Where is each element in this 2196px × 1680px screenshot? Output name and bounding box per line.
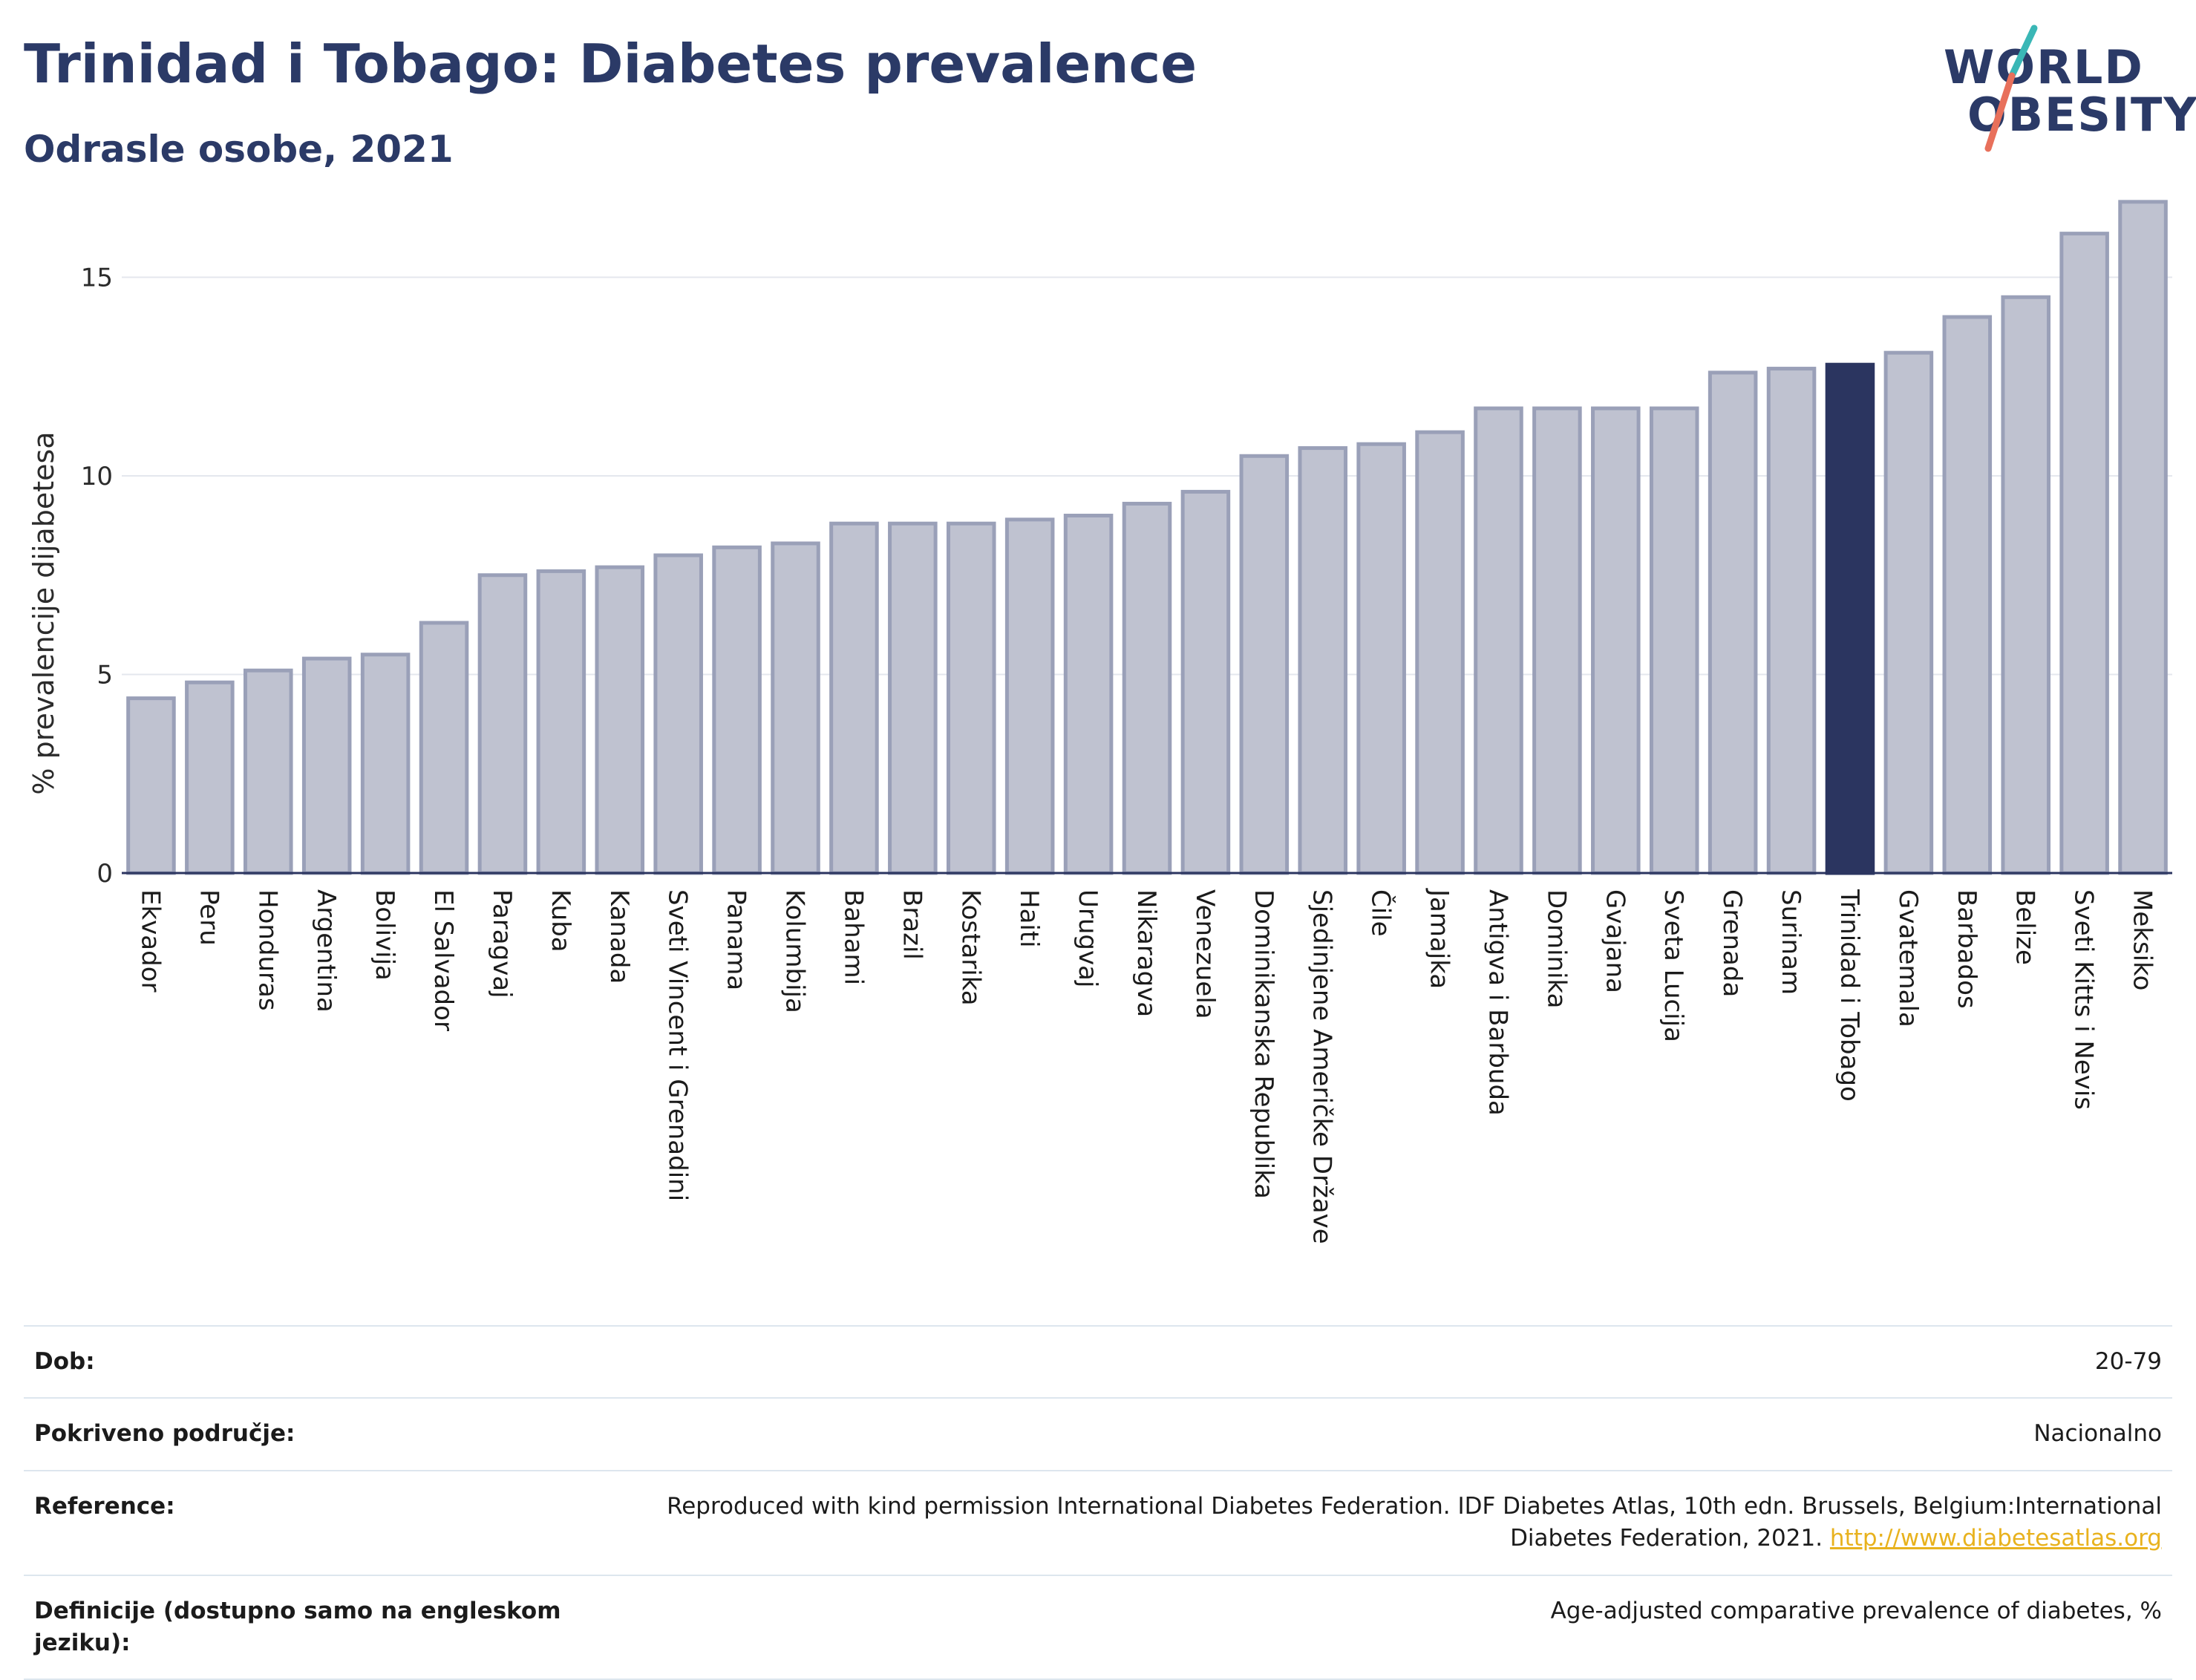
bar bbox=[419, 621, 469, 875]
bar bbox=[126, 696, 176, 875]
info-value-coverage: Nacionalno bbox=[579, 1397, 2172, 1471]
x-tick-label: Surinam bbox=[1776, 889, 1806, 995]
x-tick-label: Ekvador bbox=[135, 889, 165, 993]
x-tick-label: Kuba bbox=[546, 889, 575, 952]
x-tick-label: Argentina bbox=[311, 889, 341, 1013]
x-tick-label: Kostarika bbox=[955, 889, 985, 1006]
x-tick-label: Gvajana bbox=[1600, 889, 1630, 993]
x-tick-label: Haiti bbox=[1014, 889, 1044, 948]
x-tick-label: Brazil bbox=[897, 889, 927, 960]
info-row-reference: Reference: Reproduced with kind permissi… bbox=[24, 1469, 2172, 1576]
bar bbox=[1649, 406, 1699, 875]
x-tick-label: Dominikanska Republika bbox=[1249, 889, 1278, 1199]
x-tick-label: Meksiko bbox=[2128, 889, 2157, 990]
bar bbox=[712, 545, 762, 875]
bar bbox=[2118, 200, 2168, 875]
bar bbox=[185, 680, 235, 875]
bar bbox=[1415, 430, 1465, 875]
info-key-coverage: Pokriveno područje: bbox=[24, 1397, 579, 1471]
bar bbox=[1766, 367, 1817, 875]
x-tick-label: Bahami bbox=[838, 889, 868, 985]
logo-line-1: WORLD bbox=[1944, 40, 2144, 94]
bar bbox=[1532, 406, 1582, 875]
y-axis-title: % prevalencije dijabetesa bbox=[27, 431, 60, 794]
bar bbox=[888, 521, 938, 875]
x-tick-label: Grenada bbox=[1717, 889, 1747, 997]
x-tick-label: Kolumbija bbox=[780, 889, 810, 1013]
x-tick-label: Panama bbox=[722, 889, 751, 990]
x-tick-label: Paragvaj bbox=[487, 889, 517, 998]
x-tick-label: Bolivija bbox=[370, 889, 399, 981]
info-row-coverage: Pokriveno područje: Nacionalno bbox=[24, 1397, 2172, 1471]
logo-slash-icon bbox=[1984, 24, 2038, 152]
x-tick-label: Belize bbox=[2010, 889, 2040, 965]
bar bbox=[1356, 442, 1406, 875]
x-tick-label: Sjedinjene Američke Države bbox=[1307, 889, 1337, 1244]
x-tick-label: Urugvaj bbox=[1073, 889, 1102, 987]
bar bbox=[1063, 514, 1114, 875]
info-value-definition: Age-adjusted comparative prevalence of d… bbox=[579, 1574, 2172, 1680]
x-tick-label: Dominika bbox=[1541, 889, 1571, 1008]
y-tick-label: 0 bbox=[97, 859, 113, 889]
bar bbox=[1474, 406, 1523, 875]
bar bbox=[477, 573, 528, 875]
info-row-definition: Definicije (dostupno samo na engleskom j… bbox=[24, 1574, 2172, 1680]
bar bbox=[2059, 232, 2109, 875]
info-key-age: Dob: bbox=[24, 1324, 579, 1399]
bar bbox=[360, 653, 411, 875]
x-tick-label: Trinidad i Tobago bbox=[1834, 889, 1864, 1102]
bar bbox=[1004, 517, 1055, 875]
info-value-age: 20-79 bbox=[579, 1324, 2172, 1399]
bar bbox=[595, 565, 645, 875]
chart-subtitle: Odrasle osobe, 2021 bbox=[24, 128, 454, 171]
bar bbox=[946, 521, 996, 875]
x-tick-label: Gvatemala bbox=[1893, 889, 1923, 1027]
chart-title: Trinidad i Tobago: Diabetes prevalence bbox=[24, 33, 1197, 95]
bar bbox=[1942, 315, 1993, 875]
bar bbox=[301, 656, 352, 875]
x-tick-label: Jamajka bbox=[1425, 888, 1454, 989]
bar bbox=[829, 521, 879, 875]
info-key-definition: Definicije (dostupno samo na engleskom j… bbox=[24, 1574, 579, 1680]
x-tick-label: Barbados bbox=[1952, 889, 1981, 1009]
x-tick-label: Honduras bbox=[252, 889, 282, 1011]
x-tick-label: Sveti Vincent i Grenadini bbox=[663, 889, 693, 1201]
bar bbox=[1239, 454, 1290, 875]
x-tick-label: Nikaragva bbox=[1131, 889, 1161, 1017]
bar bbox=[536, 569, 586, 875]
bar bbox=[1883, 350, 1934, 875]
x-tick-label: Čile bbox=[1366, 889, 1396, 937]
reference-link[interactable]: http://www.diabetesatlas.org bbox=[1829, 1525, 2162, 1552]
y-tick-label: 15 bbox=[81, 264, 113, 293]
info-row-age: Dob: 20-79 bbox=[24, 1324, 2172, 1399]
bar bbox=[653, 553, 703, 875]
x-tick-label: Antigva i Barbuda bbox=[1483, 889, 1512, 1116]
info-table: Dob: 20-79 Pokriveno područje: Nacionaln… bbox=[24, 1324, 2172, 1680]
reference-text: Reproduced with kind permission Internat… bbox=[667, 1492, 2162, 1552]
bar-chart: 0 5 10 15 % prevalencije dijabetesa Ekvador Pe… bbox=[27, 200, 2172, 1244]
bar bbox=[2001, 295, 2050, 875]
bar bbox=[1298, 446, 1348, 875]
bar bbox=[1122, 501, 1172, 875]
bar bbox=[1708, 370, 1758, 875]
info-value-reference: Reproduced with kind permission Internat… bbox=[579, 1469, 2172, 1576]
y-tick-label: 10 bbox=[81, 462, 113, 491]
x-tick-label: El Salvador bbox=[428, 889, 458, 1031]
bar bbox=[244, 668, 293, 875]
x-tick-label: Peru bbox=[194, 889, 223, 946]
world-obesity-logo: WORLD OBESITY bbox=[1930, 22, 2196, 156]
bar bbox=[1825, 362, 1875, 875]
bar bbox=[771, 541, 820, 875]
y-tick-label: 5 bbox=[97, 661, 113, 690]
info-key-reference: Reference: bbox=[24, 1469, 579, 1576]
x-tick-label: Sveti Kitts i Nevis bbox=[2069, 889, 2099, 1110]
x-tick-label: Kanada bbox=[604, 889, 634, 984]
x-tick-label: Sveta Lucija bbox=[1659, 889, 1688, 1042]
x-tick-label: Venezuela bbox=[1190, 889, 1220, 1019]
bar bbox=[1591, 406, 1641, 875]
bar bbox=[1180, 489, 1231, 875]
